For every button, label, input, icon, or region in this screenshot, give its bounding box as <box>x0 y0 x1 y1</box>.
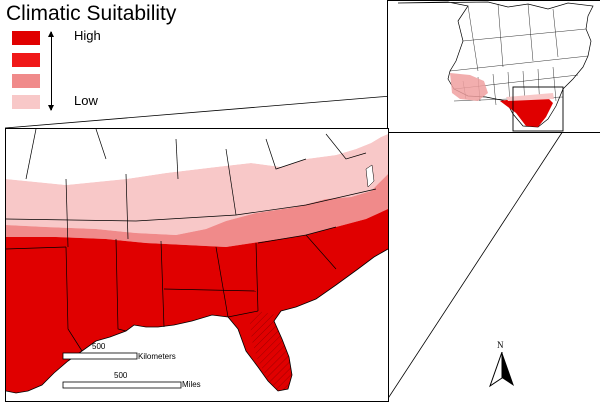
unsuitable-zone <box>6 129 388 185</box>
inset-suitability-south <box>500 98 553 127</box>
scale-km-value: 500 <box>92 342 106 351</box>
high-suitability-zone <box>6 209 388 393</box>
scale-km-unit: Kilometers <box>138 352 176 361</box>
main-map-southeast-us <box>5 128 389 402</box>
legend-title: Climatic Suitability <box>6 2 177 25</box>
legend-low-label: Low <box>74 93 98 108</box>
legend-swatch-high <box>12 31 40 45</box>
north-arrow-glyph <box>489 352 514 388</box>
legend-swatch-medium-low <box>12 74 40 88</box>
inset-suitability-west <box>450 73 488 101</box>
scale-bar-kilometers <box>62 352 138 360</box>
atlantic-ocean <box>274 249 388 401</box>
inset-suitability-mid <box>506 93 554 101</box>
north-arrow-label: N <box>497 340 504 350</box>
main-map-canvas <box>6 129 388 401</box>
legend-high-label: High <box>74 28 101 43</box>
inset-map-north-america <box>387 0 600 133</box>
legend-swatch-medium-high <box>12 53 40 67</box>
medium-suitability-zone <box>6 174 388 247</box>
chesapeake-bay <box>365 164 375 188</box>
north-arrow: N <box>488 340 516 388</box>
low-suitability-zone <box>6 134 388 235</box>
gulf-of-mexico <box>6 315 296 401</box>
inset-map-canvas <box>397 1 594 132</box>
scale-mi-value: 500 <box>114 371 128 380</box>
state-borders <box>6 129 377 352</box>
scale-mi-unit: Miles <box>182 380 201 389</box>
inset-landmass <box>397 1 594 128</box>
scale-bar-miles <box>62 381 182 389</box>
legend-swatch-low <box>12 95 40 109</box>
legend-gradient-arrow <box>48 31 54 111</box>
inset-zoom-extent-box <box>512 86 564 132</box>
